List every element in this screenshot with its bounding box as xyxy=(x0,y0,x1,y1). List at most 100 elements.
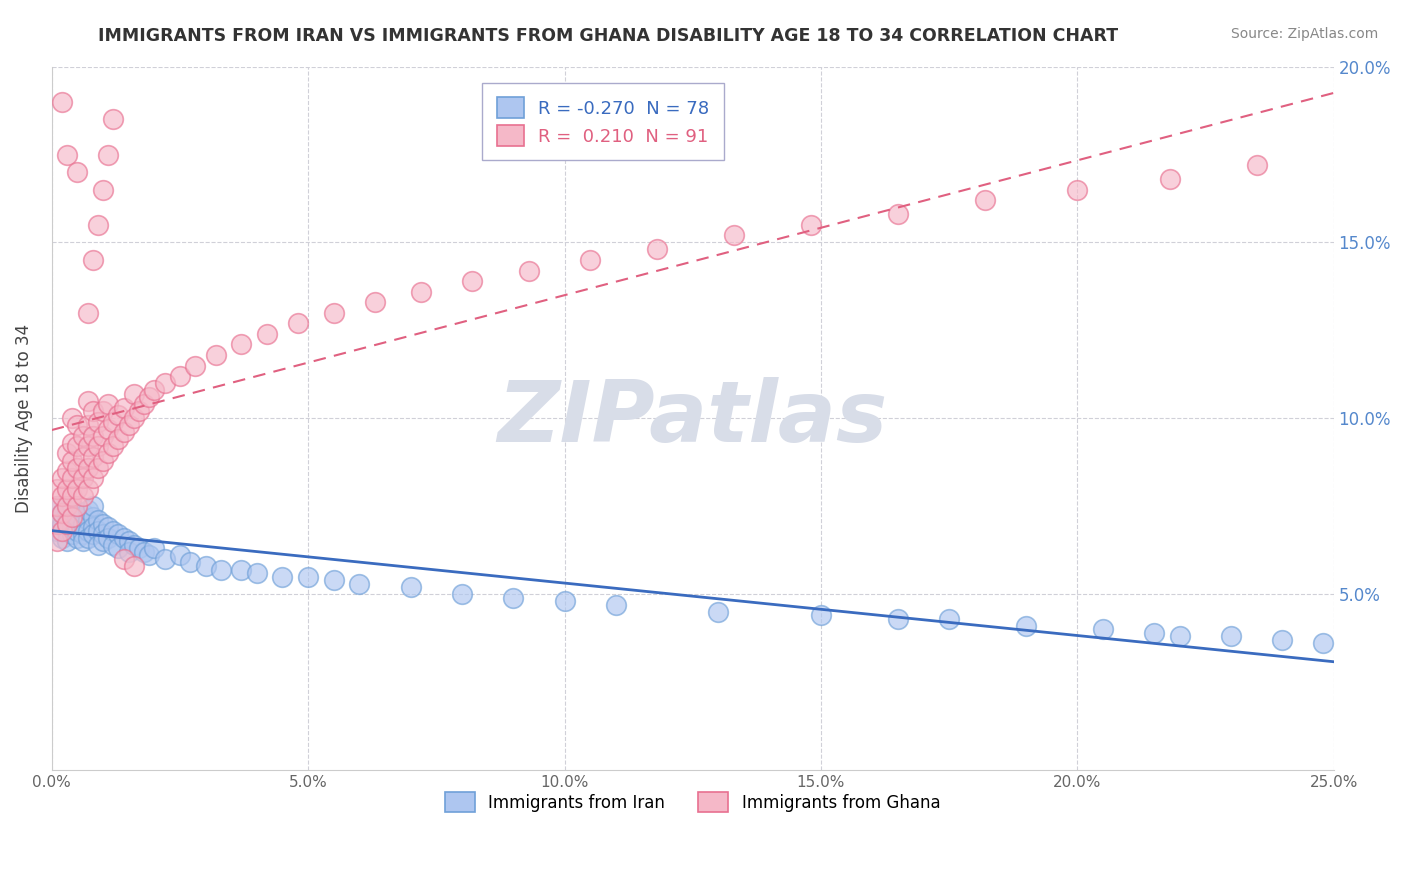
Point xyxy=(1015,619,1038,633)
Point xyxy=(118,545,141,559)
Point xyxy=(45,509,67,524)
Point xyxy=(128,541,150,556)
Text: IMMIGRANTS FROM IRAN VS IMMIGRANTS FROM GHANA DISABILITY AGE 18 TO 34 CORRELATIO: IMMIGRANTS FROM IRAN VS IMMIGRANTS FROM … xyxy=(98,27,1119,45)
Point xyxy=(810,608,832,623)
Point xyxy=(97,397,120,411)
Point xyxy=(66,531,89,545)
Point xyxy=(76,531,98,545)
Point xyxy=(297,569,319,583)
Point xyxy=(82,429,104,443)
Point xyxy=(45,534,67,549)
Point xyxy=(56,516,79,531)
Point xyxy=(103,538,125,552)
Point xyxy=(707,605,730,619)
Point xyxy=(128,404,150,418)
Point xyxy=(107,433,129,447)
Point xyxy=(723,228,745,243)
Point xyxy=(399,580,422,594)
Point xyxy=(87,439,110,453)
Point xyxy=(364,295,387,310)
Point xyxy=(72,429,94,443)
Point xyxy=(138,390,160,404)
Point xyxy=(60,411,83,425)
Point xyxy=(271,569,294,583)
Point xyxy=(76,460,98,475)
Point xyxy=(87,415,110,429)
Point xyxy=(579,253,602,268)
Point xyxy=(60,436,83,450)
Point xyxy=(56,502,79,516)
Point xyxy=(56,513,79,527)
Point xyxy=(246,566,269,580)
Point xyxy=(938,612,960,626)
Point xyxy=(91,534,114,549)
Point xyxy=(112,552,135,566)
Point xyxy=(56,482,79,496)
Point xyxy=(76,306,98,320)
Point xyxy=(112,401,135,415)
Point xyxy=(87,460,110,475)
Point xyxy=(179,556,201,570)
Point xyxy=(138,549,160,563)
Point xyxy=(112,531,135,545)
Point xyxy=(209,562,232,576)
Point xyxy=(184,359,207,373)
Point xyxy=(56,464,79,478)
Point xyxy=(205,348,228,362)
Point xyxy=(45,482,67,496)
Point xyxy=(45,500,67,514)
Point xyxy=(87,218,110,232)
Point xyxy=(231,337,253,351)
Point xyxy=(194,559,217,574)
Point xyxy=(97,520,120,534)
Point xyxy=(72,471,94,485)
Point xyxy=(76,393,98,408)
Point xyxy=(1143,625,1166,640)
Point xyxy=(66,509,89,524)
Text: ZIPatlas: ZIPatlas xyxy=(498,376,887,459)
Point xyxy=(60,509,83,524)
Point xyxy=(51,489,73,503)
Point xyxy=(1312,636,1334,650)
Point xyxy=(60,520,83,534)
Point xyxy=(103,112,125,127)
Point xyxy=(322,306,344,320)
Point xyxy=(66,165,89,179)
Point xyxy=(76,502,98,516)
Point xyxy=(91,404,114,418)
Point xyxy=(974,193,997,207)
Point xyxy=(256,326,278,341)
Point xyxy=(76,418,98,433)
Point xyxy=(517,263,540,277)
Point xyxy=(72,534,94,549)
Text: Source: ZipAtlas.com: Source: ZipAtlas.com xyxy=(1230,27,1378,41)
Point xyxy=(60,453,83,467)
Point xyxy=(97,147,120,161)
Point xyxy=(82,509,104,524)
Point xyxy=(45,516,67,531)
Point xyxy=(122,538,145,552)
Point xyxy=(51,471,73,485)
Point xyxy=(66,500,89,514)
Point xyxy=(231,562,253,576)
Point xyxy=(1168,629,1191,643)
Point xyxy=(66,524,89,538)
Point xyxy=(72,506,94,520)
Point xyxy=(45,524,67,538)
Point xyxy=(169,369,191,384)
Point xyxy=(51,524,73,538)
Point xyxy=(451,587,474,601)
Point xyxy=(132,397,155,411)
Point xyxy=(409,285,432,299)
Point xyxy=(1246,158,1268,172)
Point xyxy=(72,516,94,531)
Point xyxy=(107,541,129,556)
Point xyxy=(82,450,104,464)
Point xyxy=(87,524,110,538)
Point xyxy=(82,471,104,485)
Point xyxy=(122,411,145,425)
Point xyxy=(91,453,114,467)
Point xyxy=(76,524,98,538)
Point xyxy=(605,598,627,612)
Point xyxy=(66,439,89,453)
